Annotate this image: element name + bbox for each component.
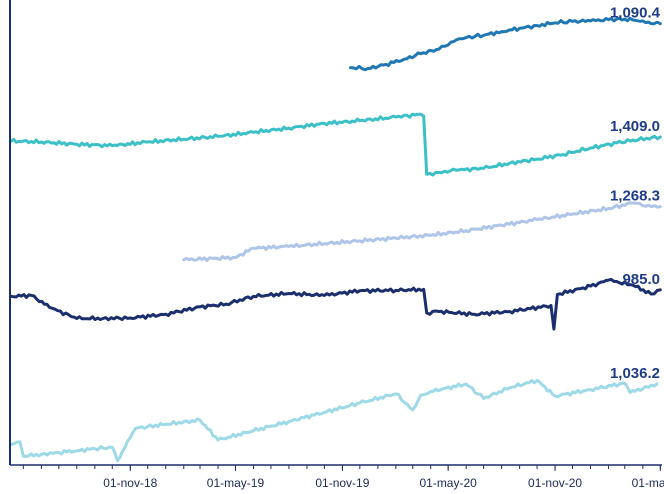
x-tick-label: 01-may-20 — [419, 476, 477, 490]
series-end-label: 1,268.3 — [610, 188, 660, 205]
series-line — [9, 112, 662, 177]
series-lines — [9, 16, 662, 463]
x-tick-label: 01-nov-18 — [103, 476, 157, 490]
series-end-label: 1,036.2 — [610, 365, 660, 382]
series-line — [9, 277, 662, 331]
series-end-label: 1,409.0 — [610, 118, 660, 135]
series-line — [182, 201, 662, 262]
series-line — [9, 378, 659, 463]
series-end-label: 1,090.4 — [610, 5, 661, 22]
series-line — [349, 16, 662, 72]
x-tick-label: 01-nov-20 — [528, 476, 582, 490]
x-tick-label: 01-nov-19 — [315, 476, 369, 490]
series-end-label: 985.0 — [622, 271, 660, 288]
series-end-labels: 1,090.4 1,409.0 1,268.3 985.0 1,036.2 — [610, 5, 661, 382]
x-tick-label: 01-may-19 — [207, 476, 265, 490]
x-tick-label: 01-may-21 — [632, 476, 664, 490]
x-axis: 01-nov-18 01-may-19 01-nov-19 01-may-20 01-n… — [10, 464, 664, 490]
